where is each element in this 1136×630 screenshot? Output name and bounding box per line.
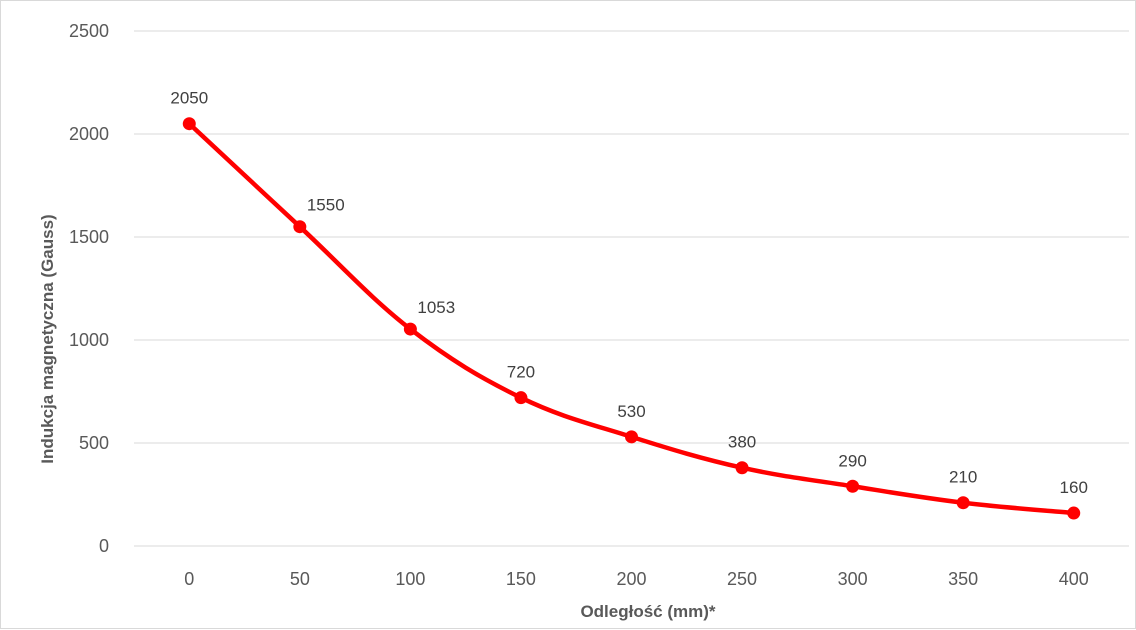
x-tick-label: 150 xyxy=(506,569,536,589)
x-tick-label: 250 xyxy=(727,569,757,589)
x-tick-label: 400 xyxy=(1059,569,1089,589)
data-point xyxy=(1067,506,1081,520)
data-point xyxy=(293,220,307,234)
data-point xyxy=(514,391,528,405)
data-point xyxy=(625,430,638,444)
x-tick-label: 300 xyxy=(838,569,868,589)
x-tick-label: 350 xyxy=(948,569,978,589)
series-line-group xyxy=(182,117,1081,520)
data-point xyxy=(735,461,749,475)
x-tick-label: 200 xyxy=(616,569,646,589)
y-axis-ticks: 0 500 1000 1500 2000 2500 xyxy=(69,21,109,556)
data-label: 380 xyxy=(728,433,756,452)
data-label: 1053 xyxy=(417,298,455,317)
data-point xyxy=(846,479,860,493)
y-tick-label: 1000 xyxy=(69,330,109,350)
data-label: 530 xyxy=(617,402,645,421)
x-tick-label: 100 xyxy=(395,569,425,589)
y-tick-label: 2000 xyxy=(69,124,109,144)
x-axis-ticks: 0 50 100 150 200 250 300 350 400 xyxy=(184,569,1088,589)
data-point xyxy=(403,322,417,336)
x-tick-label: 50 xyxy=(290,569,310,589)
data-point xyxy=(956,496,970,510)
x-tick-label: 0 xyxy=(184,569,194,589)
data-label: 210 xyxy=(949,468,977,487)
x-axis-title: Odległość (mm)* xyxy=(580,602,715,621)
data-labels: 2050 1550 1053 720 530 380 290 210 160 xyxy=(170,89,1088,497)
data-label: 160 xyxy=(1060,478,1088,497)
data-point xyxy=(182,117,196,131)
series-line xyxy=(187,121,1076,516)
y-tick-label: 2500 xyxy=(69,21,109,41)
data-label: 290 xyxy=(838,451,866,470)
data-label: 2050 xyxy=(170,89,208,108)
data-label: 1550 xyxy=(307,196,345,215)
gridlines xyxy=(134,30,1129,547)
y-tick-label: 1500 xyxy=(69,227,109,247)
y-tick-label: 500 xyxy=(79,433,109,453)
y-axis-title: Indukcja magnetyczna (Gauss) xyxy=(38,214,57,463)
y-tick-label: 0 xyxy=(99,536,109,556)
data-label: 720 xyxy=(507,363,535,382)
